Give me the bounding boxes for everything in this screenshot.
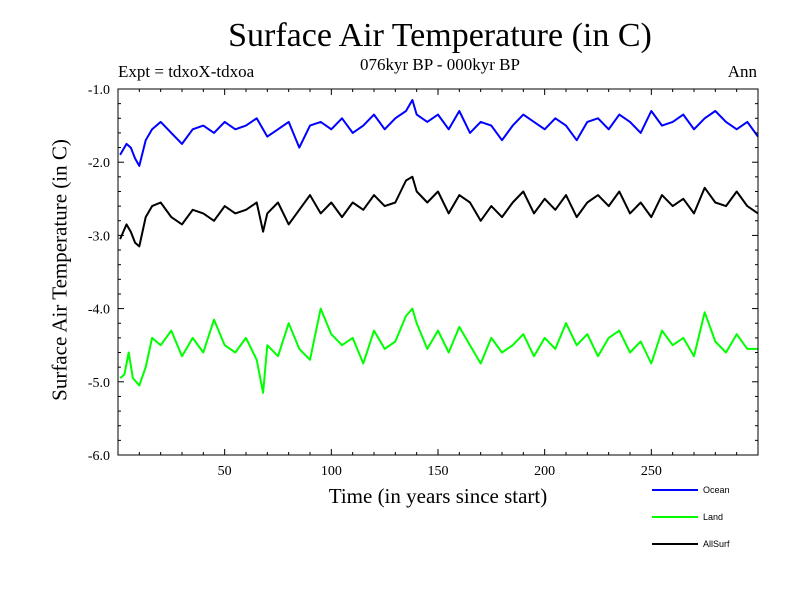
x-tick-label: 250 — [641, 464, 662, 479]
legend-label-ocean: Ocean — [703, 485, 730, 495]
x-tick-label: 50 — [218, 464, 232, 479]
legend: Ocean Land AllSurf — [652, 485, 730, 549]
x-tick-label: 150 — [428, 464, 449, 479]
series-line-land — [119, 307, 758, 394]
y-tick-label: -2.0 — [88, 156, 110, 171]
ticks-layer: 50 100 150 200 250 -1.0 -2.0 -3.0 -4.0 -5.0 -6.0 — [88, 83, 758, 479]
series-line-allsurf — [119, 175, 759, 248]
y-tick-label: -5.0 — [88, 376, 110, 391]
y-tick-label: -6.0 — [88, 449, 110, 464]
x-tick-label: 100 — [321, 464, 342, 479]
plot-frame — [117, 88, 759, 456]
x-tick-label: 200 — [534, 464, 555, 479]
y-tick-label: -3.0 — [88, 229, 110, 244]
y-tick-label: -1.0 — [88, 83, 110, 98]
experiment-label: Expt = tdxoX-tdxoa — [118, 62, 255, 81]
season-label: Ann — [727, 62, 757, 81]
y-tick-label: -4.0 — [88, 303, 110, 318]
chart-subtitle: 076kyr BP - 000kyr BP — [360, 55, 520, 74]
series-layer — [119, 99, 759, 394]
x-axis-label: Time (in years since start) — [328, 484, 548, 508]
legend-label-land: Land — [703, 512, 723, 522]
chart-title: Surface Air Temperature (in C) — [228, 17, 652, 54]
series-line-ocean — [119, 99, 759, 167]
legend-label-allsurf: AllSurf — [703, 539, 730, 549]
